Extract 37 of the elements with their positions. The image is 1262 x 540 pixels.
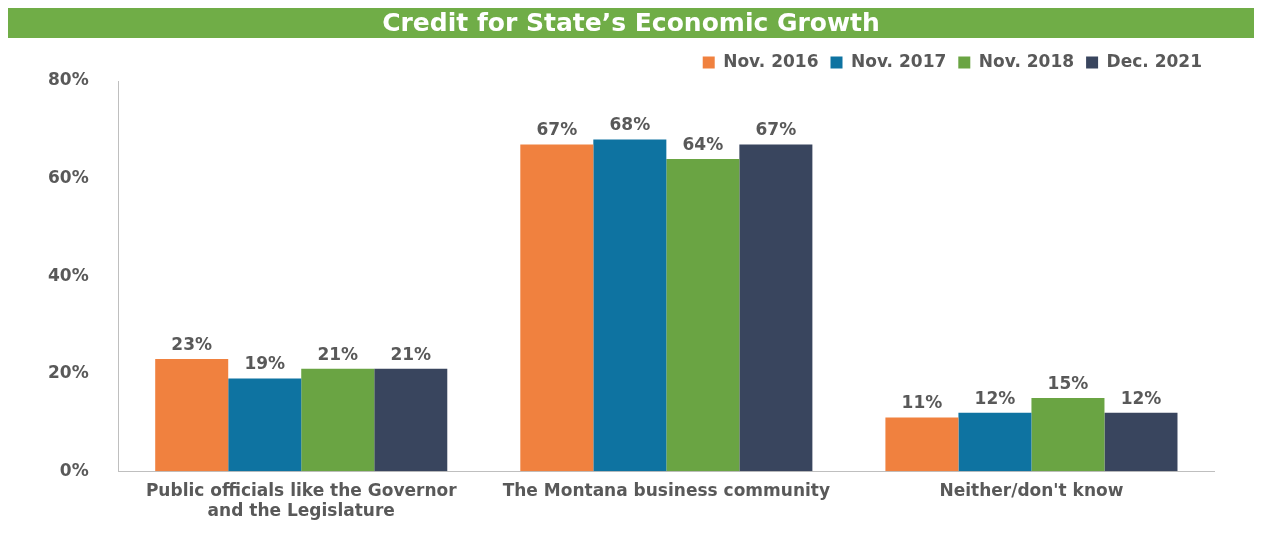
data-label: 67% [536, 119, 578, 140]
data-label: 21% [390, 343, 432, 364]
bar [885, 417, 959, 472]
x-tick-label: Neither/don't know [939, 479, 1124, 500]
legend-label: Nov. 2018 [978, 50, 1075, 71]
y-tick-label: 40% [47, 264, 89, 285]
data-label: 67% [755, 119, 797, 140]
bar [1104, 412, 1178, 472]
bar [666, 159, 740, 472]
data-label: 64% [682, 133, 724, 154]
bar [374, 368, 448, 472]
legend-label: Nov. 2017 [851, 50, 947, 71]
bar [301, 368, 375, 472]
data-label: 23% [171, 333, 213, 354]
data-label: 68% [609, 114, 651, 135]
legend-label: Dec. 2021 [1106, 50, 1203, 71]
x-tick-label: Public officials like the Governor and the Legislature [145, 479, 458, 521]
y-tick-label: 20% [47, 362, 89, 383]
data-label: 19% [244, 353, 286, 374]
data-label: 12% [1120, 387, 1162, 408]
data-label: 15% [1047, 372, 1089, 393]
legend-label: Nov. 2016 [723, 50, 819, 71]
bar [1031, 398, 1105, 472]
data-label: 11% [901, 392, 943, 413]
bar [739, 144, 813, 472]
bar [958, 412, 1032, 472]
bar [228, 378, 302, 472]
data-label: 21% [317, 343, 359, 364]
y-tick-label: 0% [59, 459, 89, 480]
y-tick-label: 60% [47, 166, 89, 187]
x-tick-label: The Montana business community [502, 479, 831, 500]
bar [520, 144, 594, 472]
data-label: 12% [974, 387, 1016, 408]
y-tick-label: 80% [47, 69, 89, 90]
chart-title: Credit for State’s Economic Growth [8, 8, 1254, 38]
bar [155, 359, 229, 472]
bar [593, 139, 667, 472]
